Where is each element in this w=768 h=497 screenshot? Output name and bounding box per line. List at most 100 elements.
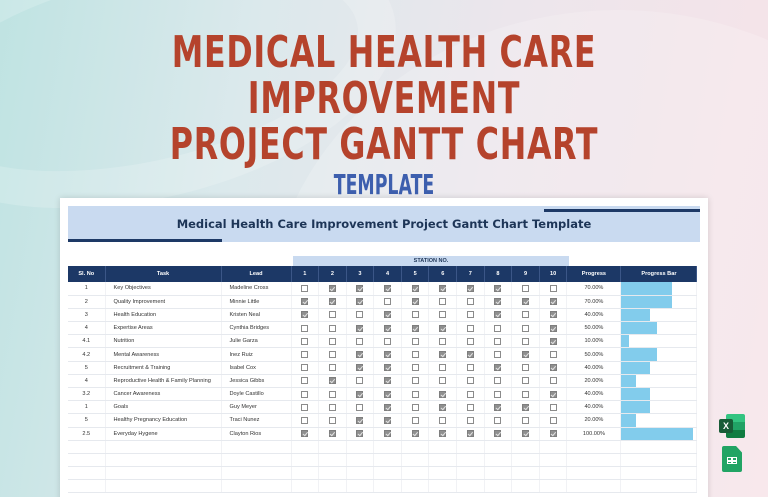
checkbox-checked[interactable] xyxy=(466,351,474,359)
empty-cell[interactable] xyxy=(428,453,458,467)
checkbox-checked[interactable] xyxy=(494,430,502,438)
checkbox-checked[interactable] xyxy=(384,430,392,438)
checkbox-unchecked[interactable] xyxy=(328,390,336,398)
column-header-station-5[interactable]: 5 xyxy=(401,266,430,282)
progress-cell[interactable]: 40.00% xyxy=(566,308,622,323)
empty-cell[interactable] xyxy=(68,440,106,454)
checkbox-checked[interactable] xyxy=(384,416,392,424)
empty-cell[interactable] xyxy=(539,479,568,493)
empty-cell[interactable] xyxy=(539,453,568,467)
checkbox-unchecked[interactable] xyxy=(301,351,309,359)
checkbox-checked[interactable] xyxy=(439,430,447,438)
checkbox-checked[interactable] xyxy=(356,324,364,332)
sl-no-cell[interactable]: 4.2 xyxy=(68,347,106,362)
checkbox-checked[interactable] xyxy=(549,337,557,345)
progress-cell[interactable]: 50.00% xyxy=(566,347,622,362)
empty-cell[interactable] xyxy=(401,479,430,493)
empty-cell[interactable] xyxy=(620,440,698,454)
lead-cell[interactable]: Julie Garza xyxy=(221,334,292,349)
task-cell[interactable]: Healthy Pregnancy Education xyxy=(105,413,222,428)
lead-cell[interactable]: Minnie Little xyxy=(221,295,292,309)
empty-cell[interactable] xyxy=(620,466,698,480)
sl-no-cell[interactable]: 4.1 xyxy=(68,334,106,349)
column-header-station-9[interactable]: 9 xyxy=(511,266,540,282)
checkbox-checked[interactable] xyxy=(494,284,502,292)
checkbox-unchecked[interactable] xyxy=(301,284,309,292)
checkbox-checked[interactable] xyxy=(356,364,364,372)
checkbox-checked[interactable] xyxy=(522,298,530,306)
checkbox-unchecked[interactable] xyxy=(439,337,447,345)
checkbox-unchecked[interactable] xyxy=(522,416,530,424)
checkbox-unchecked[interactable] xyxy=(411,311,419,319)
checkbox-checked[interactable] xyxy=(384,390,392,398)
task-cell[interactable]: Cancer Awareness xyxy=(105,387,222,402)
task-cell[interactable]: Reproductive Health & Family Planning xyxy=(105,374,222,389)
task-cell[interactable]: Quality Improvement xyxy=(105,295,222,309)
sl-no-cell[interactable]: 2.5 xyxy=(68,427,106,441)
empty-cell[interactable] xyxy=(511,453,540,467)
checkbox-checked[interactable] xyxy=(549,298,557,306)
checkbox-unchecked[interactable] xyxy=(411,337,419,345)
checkbox-checked[interactable] xyxy=(356,298,364,306)
checkbox-unchecked[interactable] xyxy=(522,390,530,398)
checkbox-unchecked[interactable] xyxy=(466,377,474,385)
checkbox-checked[interactable] xyxy=(356,390,364,398)
checkbox-checked[interactable] xyxy=(356,351,364,359)
checkbox-unchecked[interactable] xyxy=(301,364,309,372)
lead-cell[interactable]: Traci Nunez xyxy=(221,413,292,428)
checkbox-unchecked[interactable] xyxy=(356,403,364,411)
task-cell[interactable]: Goals xyxy=(105,400,222,415)
checkbox-checked[interactable] xyxy=(439,403,447,411)
empty-cell[interactable] xyxy=(373,479,402,493)
checkbox-unchecked[interactable] xyxy=(439,298,447,306)
empty-cell[interactable] xyxy=(620,479,698,493)
empty-cell[interactable] xyxy=(428,479,458,493)
empty-cell[interactable] xyxy=(620,453,698,467)
checkbox-unchecked[interactable] xyxy=(328,311,336,319)
checkbox-checked[interactable] xyxy=(301,430,309,438)
empty-cell[interactable] xyxy=(373,440,402,454)
checkbox-checked[interactable] xyxy=(411,298,419,306)
checkbox-checked[interactable] xyxy=(384,403,392,411)
empty-cell[interactable] xyxy=(105,466,222,480)
column-header-station-2[interactable]: 2 xyxy=(318,266,347,282)
lead-cell[interactable]: Cynthia Bridges xyxy=(221,321,292,336)
lead-cell[interactable]: Isabel Cox xyxy=(221,361,292,375)
checkbox-checked[interactable] xyxy=(411,430,419,438)
empty-cell[interactable] xyxy=(373,453,402,467)
empty-cell[interactable] xyxy=(539,466,568,480)
checkbox-unchecked[interactable] xyxy=(384,298,392,306)
progress-cell[interactable]: 40.00% xyxy=(566,387,622,402)
lead-cell[interactable]: Doyle Castillo xyxy=(221,387,292,402)
checkbox-unchecked[interactable] xyxy=(356,377,364,385)
column-header-station-10[interactable]: 10 xyxy=(539,266,568,282)
column-header-station-8[interactable]: 8 xyxy=(484,266,513,282)
column-header-station-3[interactable]: 3 xyxy=(346,266,375,282)
empty-cell[interactable] xyxy=(318,466,347,480)
column-header-task[interactable]: Task xyxy=(105,266,222,282)
sl-no-cell[interactable]: 3.2 xyxy=(68,387,106,402)
checkbox-checked[interactable] xyxy=(466,284,474,292)
empty-cell[interactable] xyxy=(511,479,540,493)
checkbox-checked[interactable] xyxy=(384,284,392,292)
task-cell[interactable]: Everyday Hygene xyxy=(105,427,222,441)
checkbox-checked[interactable] xyxy=(494,403,502,411)
empty-cell[interactable] xyxy=(221,466,292,480)
checkbox-unchecked[interactable] xyxy=(522,324,530,332)
empty-cell[interactable] xyxy=(428,440,458,454)
empty-cell[interactable] xyxy=(105,440,222,454)
task-cell[interactable]: Health Education xyxy=(105,308,222,323)
checkbox-checked[interactable] xyxy=(356,416,364,424)
empty-cell[interactable] xyxy=(484,453,513,467)
checkbox-unchecked[interactable] xyxy=(439,377,447,385)
lead-cell[interactable]: Madeline Cross xyxy=(221,282,292,296)
checkbox-checked[interactable] xyxy=(384,364,392,372)
empty-cell[interactable] xyxy=(401,453,430,467)
checkbox-unchecked[interactable] xyxy=(439,416,447,424)
empty-cell[interactable] xyxy=(484,479,513,493)
empty-cell[interactable] xyxy=(346,479,375,493)
empty-cell[interactable] xyxy=(318,440,347,454)
sl-no-cell[interactable]: 4 xyxy=(68,321,106,336)
empty-cell[interactable] xyxy=(484,466,513,480)
checkbox-unchecked[interactable] xyxy=(328,351,336,359)
